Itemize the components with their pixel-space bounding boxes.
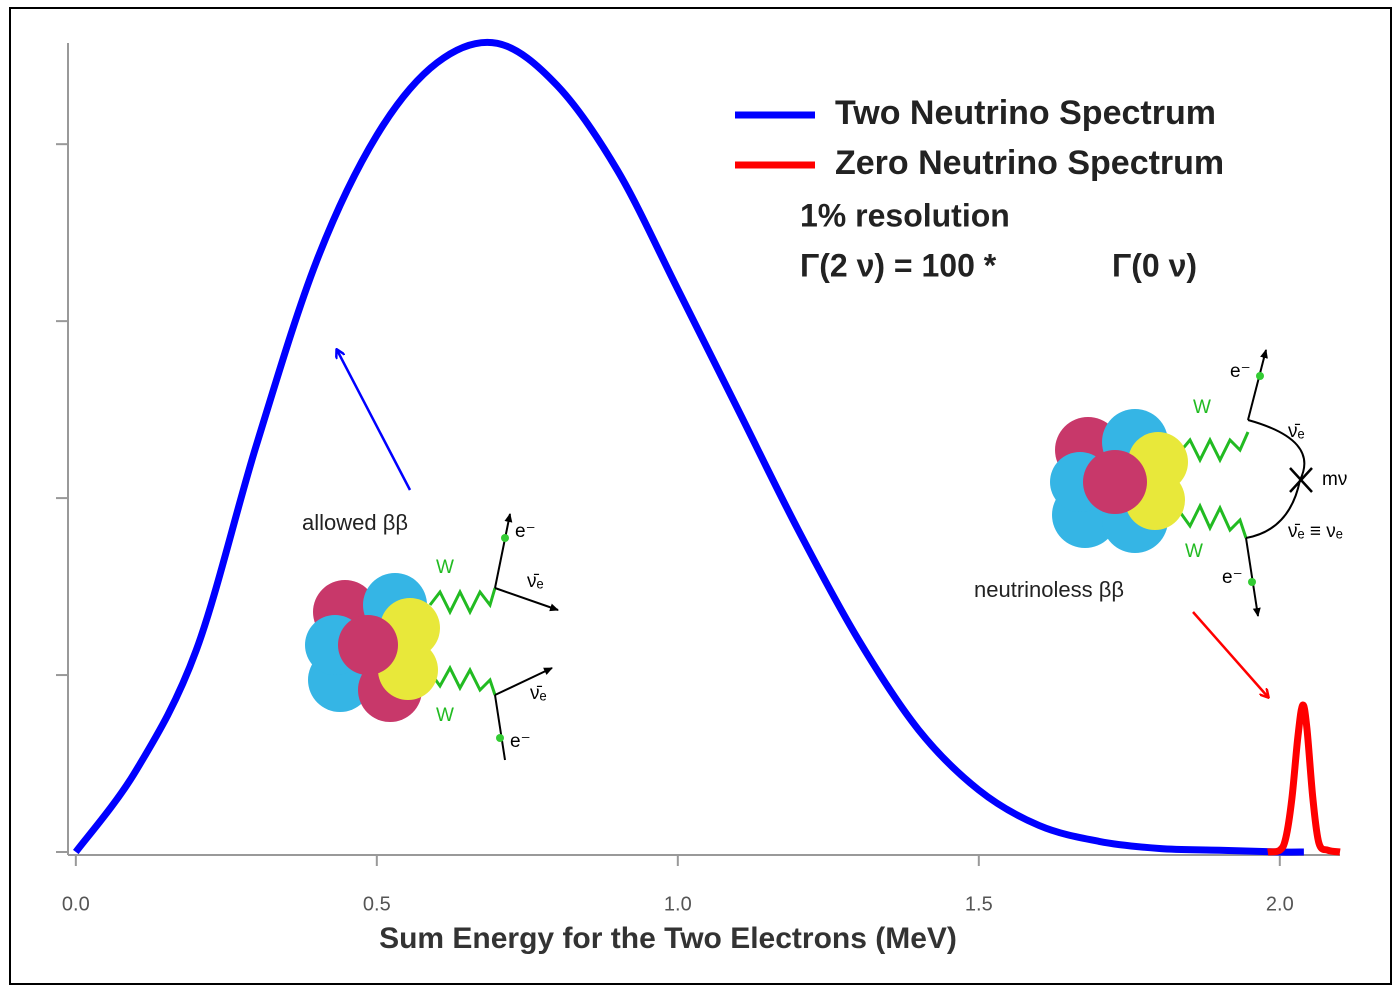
diagram-label: W [1193,397,1211,418]
chart: 0.0 0.5 1.0 1.5 2.0 Sum Energy for the Two El… [0,0,1399,988]
legend-label: Two Neutrino Spectrum [835,94,1216,132]
w-boson [1180,506,1246,538]
electron [495,514,510,588]
x-tick-label: 1.5 [965,893,993,915]
x-tick-label: 0.5 [363,893,391,915]
x-tick-label: 0.0 [62,893,90,915]
arrow [1193,612,1268,697]
x-tick-label: 2.0 [1266,893,1294,915]
diagram-label: e⁻ [1230,361,1251,382]
w-boson [1180,432,1248,460]
electron-dot [501,534,509,542]
annotation: Γ(2 ν) = 100 * [800,247,997,283]
electron-dot [496,734,504,742]
diagram-label: e⁻ [1222,567,1243,588]
arrow [337,350,410,490]
annotation: allowed ββ [302,510,408,535]
annotation: Γ(0 ν) [1112,247,1197,283]
diagram-label: ν̄ₑ [530,683,547,704]
electron [1246,538,1258,616]
diagram-label: e⁻ [515,521,536,542]
diagram-label: W [1185,541,1203,562]
legend-label: Zero Neutrino Spectrum [835,144,1224,182]
w-boson [430,588,495,612]
spectrum-line [1268,705,1340,852]
diagram-label: ν̄ₑ [1288,421,1305,442]
diagram-label: e⁻ [510,731,531,752]
diagram-label: ν̄ₑ [527,571,544,592]
electron [1248,350,1266,420]
diagram-label: W [436,557,454,578]
annotation: neutrinoless ββ [974,577,1124,602]
diagram-label: mν [1322,469,1347,490]
electron [495,695,505,760]
diagram-label: ν̄ₑ ≡ νₑ [1288,521,1343,542]
diagram-label: W [436,705,454,726]
w-boson [430,668,495,695]
annotation: 1% resolution [800,197,1010,233]
x-axis-label: Sum Energy for the Two Electrons (MeV) [379,922,957,955]
x-tick-label: 1.0 [664,893,692,915]
